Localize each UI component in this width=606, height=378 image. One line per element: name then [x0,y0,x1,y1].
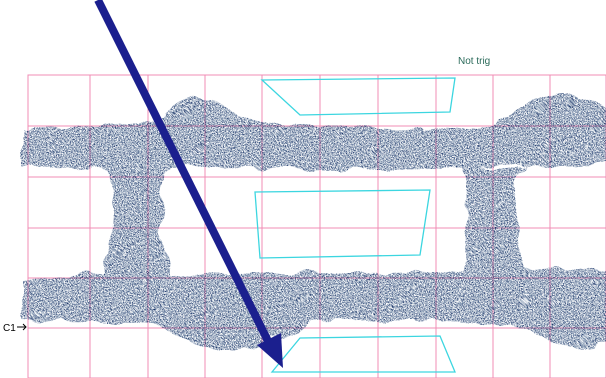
trigger-status: Not trig [458,56,490,67]
channel-marker [17,324,26,330]
mask-bottom [272,336,455,372]
eye-pattern [22,95,606,350]
channel-label: C1 [3,323,16,334]
mask-center [255,190,430,258]
scope-screen: Not trig C1 [0,0,606,378]
upper-rail [22,95,606,170]
left-crossing [100,165,172,282]
right-crossing [458,165,528,281]
page: Not trig C1 (() => { const data = JSON.p… [0,0,606,378]
mask-top [262,78,455,115]
